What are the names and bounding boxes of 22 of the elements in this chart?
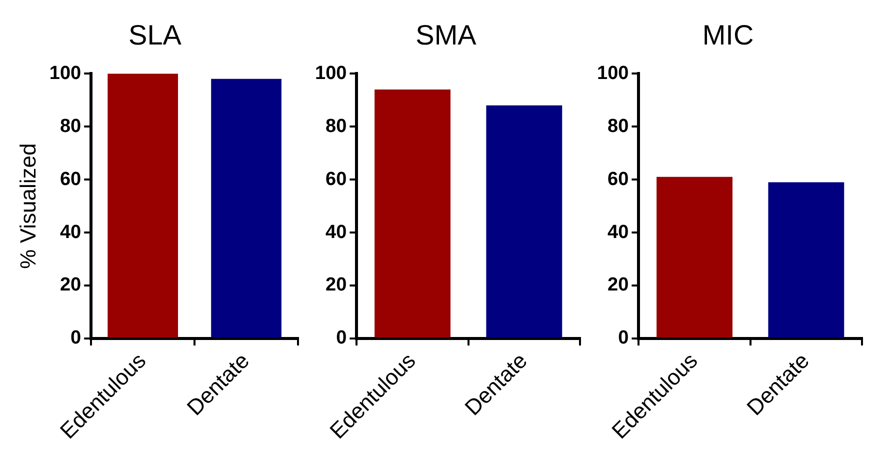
y-tick-label: 40 — [608, 222, 629, 243]
y-tick-label: 20 — [608, 274, 629, 296]
y-tick-label: 60 — [60, 168, 82, 190]
y-tick-label: 20 — [326, 274, 347, 296]
y-tick-label: 80 — [326, 116, 347, 137]
y-axis-title: % Visualized — [15, 143, 40, 269]
y-tick-label: 60 — [326, 168, 347, 190]
y-tick-label: 100 — [315, 62, 347, 84]
y-tick-label: 0 — [70, 328, 82, 349]
y-tick-label: 0 — [618, 328, 629, 349]
chart-title: SMA — [416, 20, 477, 51]
y-tick-label: 40 — [326, 222, 347, 243]
y-tick-label: 0 — [336, 328, 347, 349]
y-tick-label: 80 — [60, 116, 82, 137]
y-tick-label: 80 — [608, 116, 629, 137]
y-tick-label: 100 — [49, 62, 82, 84]
y-tick-label: 20 — [60, 274, 82, 296]
chart-title: SLA — [128, 20, 182, 51]
y-tick-label: 60 — [608, 168, 629, 190]
chart-title: MIC — [702, 20, 754, 51]
y-tick-label: 100 — [597, 62, 629, 84]
y-tick-label: 40 — [60, 222, 82, 243]
